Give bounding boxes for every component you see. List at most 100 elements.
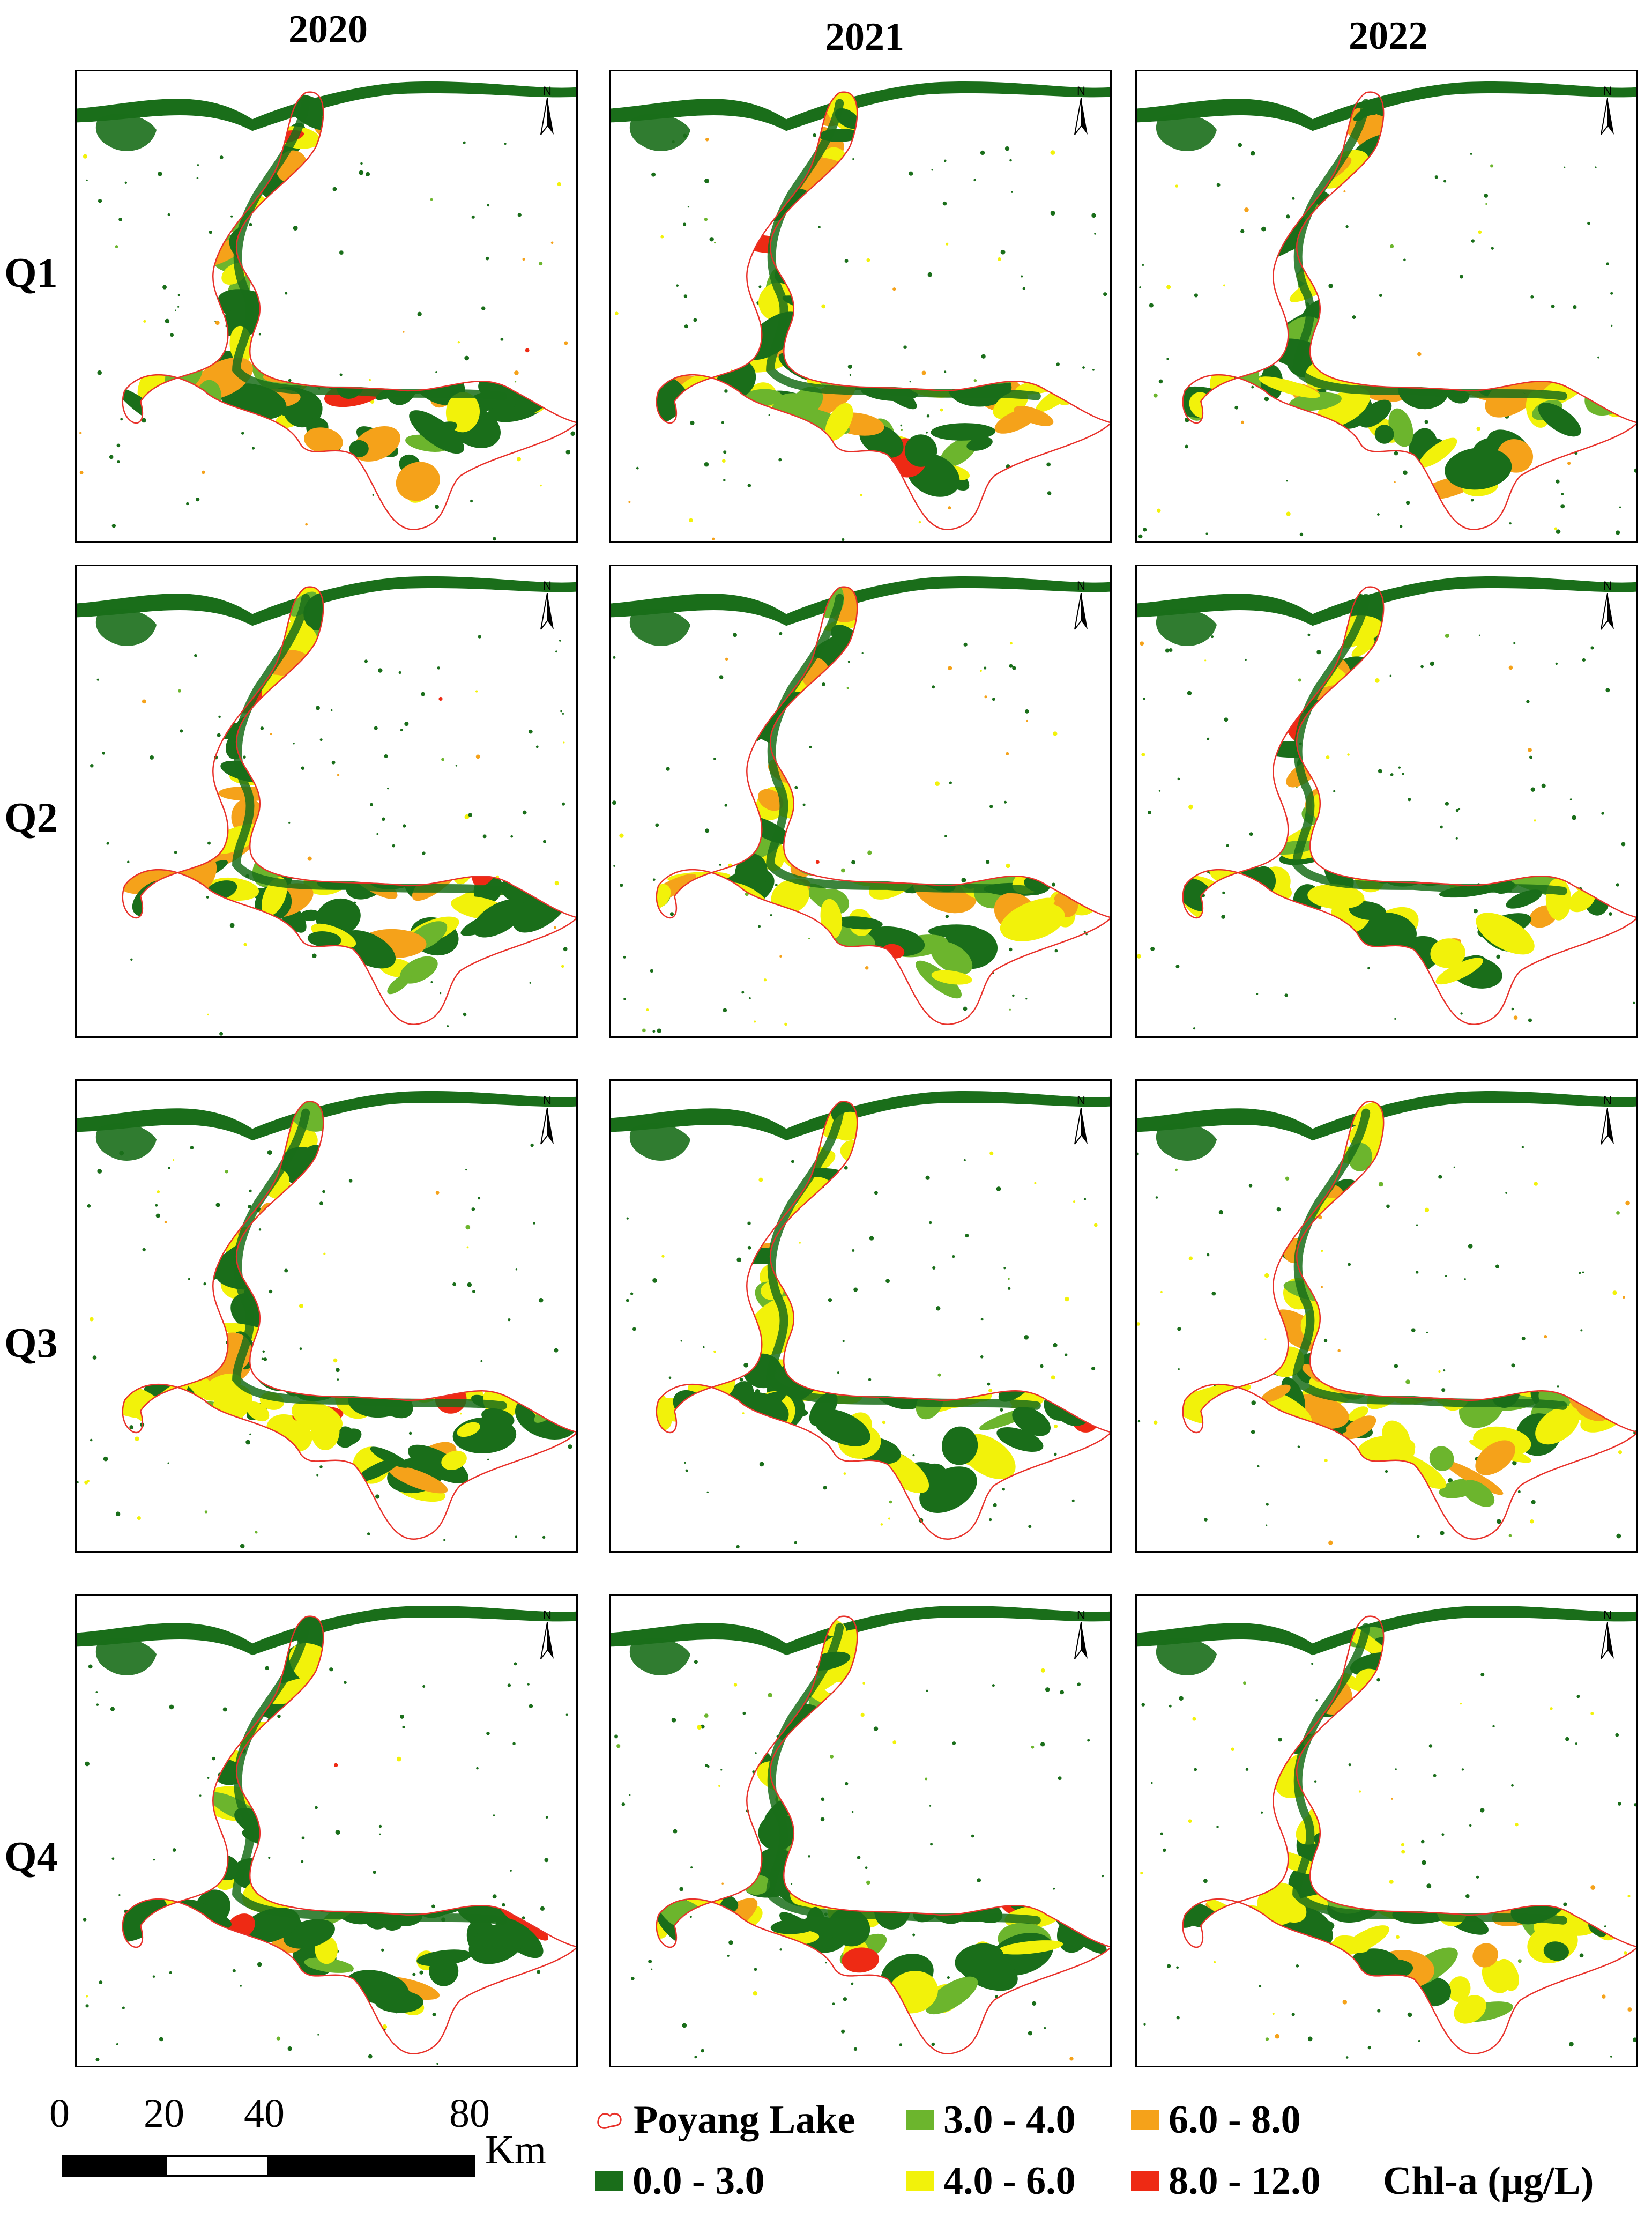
- chl-a-speck: [369, 379, 371, 381]
- legend-label-0-3: 0.0 - 3.0: [632, 2159, 765, 2203]
- north-arrow-icon: [1074, 1622, 1088, 1659]
- chl-a-speck: [712, 537, 715, 540]
- chl-a-speck: [323, 1252, 326, 1255]
- chl-a-speck: [1627, 1894, 1631, 1898]
- chl-a-speck: [948, 666, 952, 671]
- legend-label-8-12: 8.0 - 12.0: [1169, 2159, 1321, 2203]
- chl-a-speck: [288, 821, 291, 824]
- chl-a-speck: [673, 1829, 678, 1834]
- chl-a-speck: [1143, 698, 1145, 700]
- chl-a-speck: [1251, 1400, 1256, 1405]
- chl-a-speck: [1251, 1430, 1255, 1434]
- chl-a-speck: [1102, 1875, 1104, 1878]
- chl-a-speck: [197, 164, 199, 166]
- chl-a-speck: [1616, 883, 1620, 887]
- chl-a-speck: [404, 722, 409, 726]
- chl-a-patch: [1319, 1725, 1345, 1748]
- chl-a-speck: [1377, 2009, 1381, 2013]
- chl-a-speck: [998, 257, 1001, 261]
- chl-a-speck: [1297, 1445, 1300, 1448]
- lake-outline-icon: [597, 2112, 622, 2129]
- chl-a-speck: [331, 760, 336, 765]
- chl-a-speck: [1316, 650, 1321, 655]
- chl-a-speck: [245, 1440, 251, 1445]
- chl-a-speck: [926, 414, 930, 418]
- chl-a-speck: [943, 370, 947, 373]
- chl-a-speck: [1394, 451, 1398, 456]
- chl-a-speck: [1621, 842, 1626, 847]
- chl-a-patch: [300, 909, 321, 921]
- chl-a-speck: [135, 1436, 139, 1441]
- north-arrow: N: [537, 580, 558, 634]
- chl-a-speck: [1530, 295, 1534, 299]
- chl-a-patch: [884, 366, 924, 384]
- nw-lake-patch: [1156, 1123, 1217, 1161]
- lake-water-patches: [122, 94, 554, 503]
- chl-a-patch: [931, 970, 972, 985]
- chl-a-speck: [1511, 1784, 1514, 1787]
- nw-lake-patch: [95, 114, 157, 151]
- chl-a-speck: [1610, 2056, 1612, 2058]
- chl-a-speck: [799, 1242, 801, 1244]
- lake-map: [77, 1606, 576, 2065]
- chl-a-speck: [464, 814, 470, 819]
- chl-a-speck: [434, 505, 439, 509]
- chl-a-speck: [120, 418, 123, 421]
- chl-a-speck: [1478, 230, 1482, 234]
- chl-a-speck: [713, 758, 716, 760]
- chl-a-speck: [1424, 1207, 1430, 1213]
- chl-a-speck: [1314, 1780, 1317, 1783]
- chl-a-speck: [400, 729, 403, 732]
- chl-a-speck: [1443, 1369, 1446, 1372]
- chl-a-speck: [1307, 2036, 1313, 2042]
- chl-a-speck: [713, 1350, 716, 1353]
- chl-a-patch: [1343, 1415, 1376, 1440]
- chl-a-patch: [304, 1957, 354, 1973]
- chl-a-speck: [482, 834, 487, 839]
- chl-a-speck: [207, 841, 211, 845]
- chl-a-speck: [493, 1814, 495, 1816]
- chl-a-speck: [613, 865, 615, 867]
- chl-a-speck: [1416, 1534, 1420, 1538]
- chl-a-speck: [1400, 525, 1403, 528]
- chl-a-patch: [1388, 408, 1413, 447]
- chl-a-speck: [1555, 662, 1558, 665]
- north-arrow: N: [1070, 580, 1092, 634]
- chl-a-speck: [1153, 1420, 1158, 1425]
- legend-label-3-4: 3.0 - 4.0: [943, 2098, 1076, 2142]
- chl-a-patch: [1374, 425, 1394, 444]
- chl-a-speck: [277, 1714, 281, 1718]
- chl-a-speck: [333, 1358, 338, 1363]
- chl-a-speck: [1460, 1702, 1462, 1705]
- chl-a-speck: [142, 699, 146, 704]
- chl-a-speck: [1458, 808, 1461, 810]
- chl-a-speck: [651, 1968, 653, 1970]
- chl-a-speck: [1137, 1322, 1141, 1326]
- chl-a-speck: [87, 1204, 91, 1208]
- chl-a-speck: [1544, 1334, 1547, 1339]
- chl-a-speck: [1402, 773, 1404, 775]
- chl-a-speck: [843, 1997, 847, 2001]
- chl-a-speck: [142, 1248, 146, 1252]
- chl-a-speck: [1513, 642, 1516, 644]
- poyang-lake-boundary: [1182, 91, 1636, 530]
- chl-a-speck: [1040, 1668, 1045, 1673]
- chl-a-patch: [734, 234, 796, 254]
- lake-map: [77, 1091, 576, 1549]
- chl-a-speck: [1445, 1275, 1447, 1278]
- chl-a-speck: [993, 1503, 997, 1508]
- chl-a-speck: [408, 1431, 412, 1435]
- chl-a-speck: [1394, 1364, 1398, 1368]
- chl-a-speck: [1567, 462, 1571, 465]
- chl-a-speck: [432, 2012, 436, 2016]
- chl-a-speck: [719, 675, 724, 679]
- chl-a-speck: [929, 1221, 932, 1225]
- chl-a-speck: [212, 1756, 216, 1761]
- chl-a-speck: [847, 661, 850, 663]
- chl-a-speck: [436, 2063, 439, 2065]
- chl-a-speck: [396, 1756, 401, 1762]
- chl-a-speck: [1298, 678, 1302, 682]
- lake-map: [1137, 1091, 1636, 1545]
- chl-a-patch: [243, 262, 284, 274]
- chl-a-patch: [1435, 958, 1484, 985]
